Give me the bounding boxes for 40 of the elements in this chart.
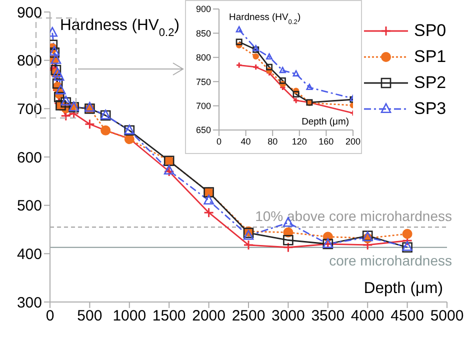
y-tick-label: 650 — [196, 125, 211, 136]
x-tick-label: 1000 — [112, 308, 146, 325]
y-tick-label: 700 — [196, 100, 211, 111]
y-tick-label: 600 — [16, 149, 42, 166]
y-tick-label: 800 — [196, 52, 211, 63]
y-tick-label: 400 — [16, 246, 42, 263]
x-tick-label: 5000 — [430, 308, 464, 325]
x-tick-label: 40 — [240, 136, 251, 146]
x-tick-label: 120 — [292, 136, 307, 146]
x-tick-label: 0 — [216, 136, 222, 146]
y-tick-label: 900 — [16, 4, 42, 22]
x-tick-label: 3500 — [311, 308, 345, 325]
x-tick-label: 80 — [268, 136, 278, 146]
x-axis-title: Depth (μm) — [364, 280, 443, 297]
x-tick-label: 500 — [77, 308, 102, 325]
legend-label: SP2 — [414, 73, 446, 93]
x-tick-label: 2500 — [232, 308, 266, 325]
x-tick-label: 1500 — [152, 308, 186, 325]
x-tick-label: 160 — [318, 136, 334, 146]
legend-label: SP1 — [414, 47, 446, 67]
y-tick-label: 850 — [196, 28, 211, 38]
y-tick-label: 500 — [16, 198, 42, 215]
y-axis-title: Hardness (HV$_{0.2}$) — [60, 17, 180, 39]
x-tick-label: 200 — [345, 136, 361, 146]
legend-label: SP3 — [414, 99, 446, 119]
y-tick-label: 800 — [16, 52, 42, 70]
ref-line-label: 10% above core microhardness — [255, 208, 452, 224]
y-tick-label: 700 — [16, 100, 42, 118]
x-tick-label: 0 — [46, 308, 54, 325]
x-tick-label: 4500 — [390, 308, 424, 325]
y-axis-title: Hardness (HV$_{0.2}$) — [229, 12, 301, 26]
y-tick-label: 900 — [196, 4, 211, 14]
x-axis-title: Depth (μm) — [302, 116, 349, 128]
x-tick-label: 2000 — [192, 308, 226, 325]
x-tick-label: 3000 — [272, 308, 305, 325]
x-tick-label: 4000 — [350, 308, 384, 325]
ref-line-label: core microhardness — [329, 252, 452, 268]
y-tick-label: 750 — [196, 76, 211, 87]
legend-label: SP0 — [414, 21, 446, 41]
y-tick-label: 300 — [16, 294, 42, 312]
